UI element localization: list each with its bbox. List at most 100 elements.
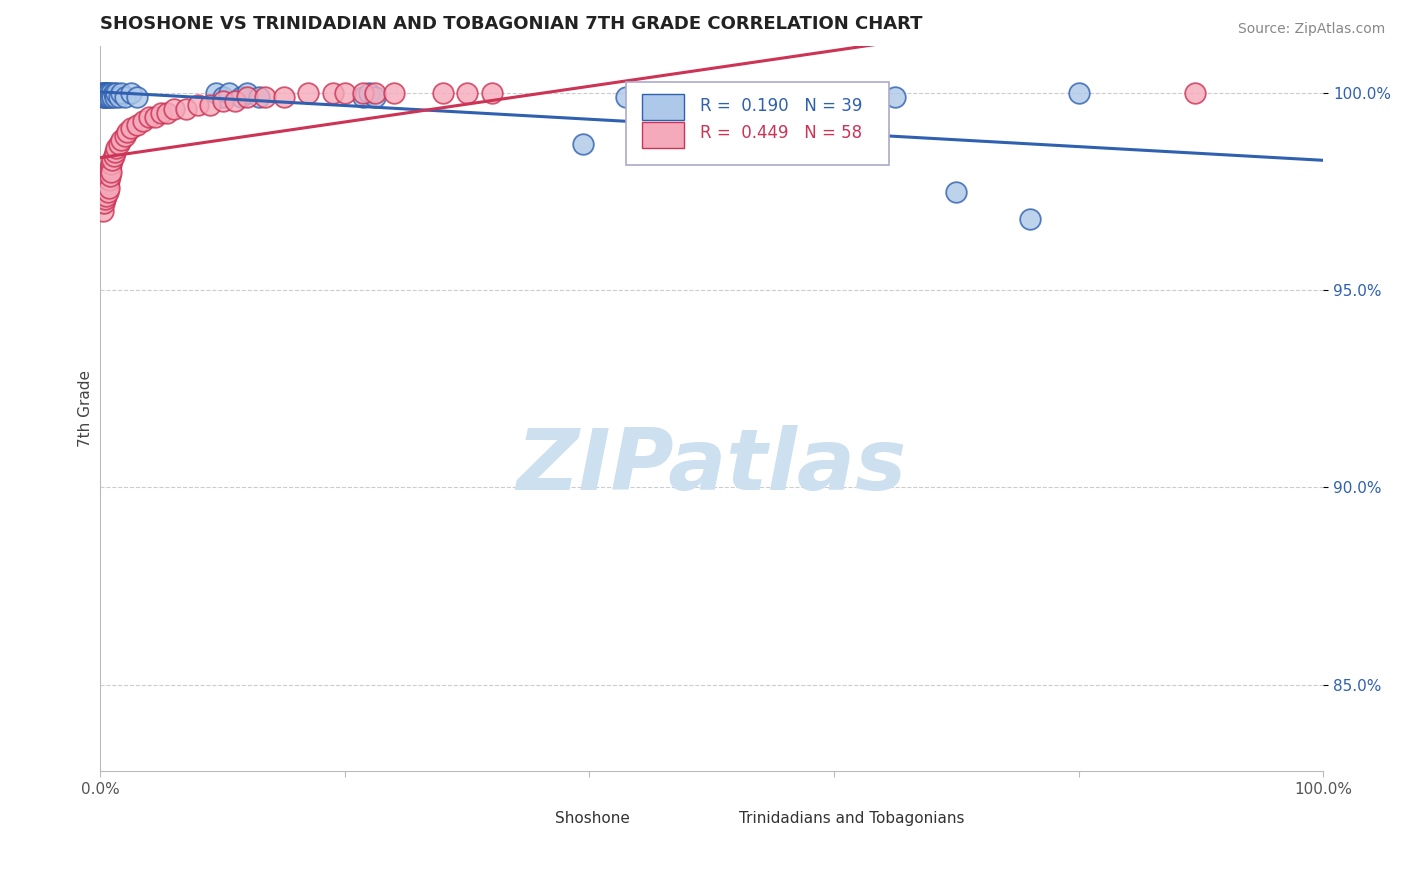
Point — [96, 173, 118, 187]
Point — [205, 86, 228, 100]
Point — [96, 177, 118, 191]
Point — [138, 110, 160, 124]
Point — [700, 90, 723, 104]
Point — [97, 86, 120, 100]
Point — [364, 86, 387, 100]
Point — [94, 86, 117, 100]
Point — [104, 145, 127, 160]
Point — [322, 86, 344, 100]
Point — [96, 180, 118, 194]
Point — [103, 86, 125, 100]
Point — [1184, 86, 1206, 100]
Point — [90, 185, 112, 199]
Point — [90, 86, 112, 100]
Y-axis label: 7th Grade: 7th Grade — [79, 370, 93, 447]
Point — [174, 102, 197, 116]
FancyBboxPatch shape — [626, 82, 889, 165]
Point — [110, 133, 132, 147]
Point — [94, 193, 117, 207]
Point — [364, 90, 387, 104]
Point — [94, 90, 117, 104]
FancyBboxPatch shape — [704, 811, 731, 827]
Point — [93, 196, 115, 211]
Point — [105, 141, 128, 155]
Point — [125, 90, 148, 104]
Point — [97, 165, 120, 179]
Point — [224, 94, 246, 108]
Point — [1018, 212, 1040, 227]
Point — [236, 86, 259, 100]
Point — [98, 169, 121, 183]
Point — [94, 177, 117, 191]
Point — [94, 185, 117, 199]
Point — [297, 86, 319, 100]
Point — [107, 137, 129, 152]
Point — [114, 129, 136, 144]
Point — [104, 90, 127, 104]
Point — [107, 90, 129, 104]
Point — [229, 90, 252, 104]
Point — [97, 173, 120, 187]
Point — [96, 86, 118, 100]
Point — [98, 161, 121, 175]
Point — [101, 90, 124, 104]
Point — [91, 204, 114, 219]
Point — [91, 90, 114, 104]
Point — [110, 86, 132, 100]
Point — [125, 118, 148, 132]
Point — [97, 180, 120, 194]
FancyBboxPatch shape — [643, 122, 683, 148]
Point — [96, 169, 118, 183]
Point — [100, 165, 122, 179]
Point — [333, 86, 356, 100]
Point — [93, 86, 115, 100]
Point — [352, 90, 374, 104]
Point — [91, 188, 114, 202]
Text: Trinidadians and Tobagonians: Trinidadians and Tobagonians — [738, 811, 965, 826]
Point — [456, 86, 478, 100]
Point — [211, 90, 233, 104]
Point — [96, 90, 118, 104]
Text: R =  0.190   N = 39: R = 0.190 N = 39 — [700, 97, 862, 115]
Point — [98, 90, 121, 104]
Point — [156, 105, 179, 120]
Text: ZIPatlas: ZIPatlas — [516, 425, 907, 508]
Point — [884, 90, 907, 104]
Point — [247, 90, 270, 104]
Point — [96, 90, 118, 104]
Point — [91, 196, 114, 211]
Point — [572, 137, 595, 152]
Point — [273, 90, 295, 104]
Point — [101, 153, 124, 167]
Point — [254, 90, 277, 104]
Point — [162, 102, 184, 116]
Point — [93, 90, 115, 104]
Point — [945, 185, 967, 199]
Point — [200, 98, 222, 112]
Point — [120, 121, 142, 136]
Text: R =  0.449   N = 58: R = 0.449 N = 58 — [700, 125, 862, 143]
FancyBboxPatch shape — [643, 95, 683, 120]
Text: Source: ZipAtlas.com: Source: ZipAtlas.com — [1237, 22, 1385, 37]
Point — [93, 180, 115, 194]
Point — [103, 149, 125, 163]
Point — [105, 86, 128, 100]
Text: SHOSHONE VS TRINIDADIAN AND TOBAGONIAN 7TH GRADE CORRELATION CHART: SHOSHONE VS TRINIDADIAN AND TOBAGONIAN 7… — [100, 15, 922, 33]
Point — [211, 94, 233, 108]
Point — [359, 86, 381, 100]
Point — [96, 86, 118, 100]
Point — [132, 113, 155, 128]
Point — [90, 193, 112, 207]
Point — [100, 157, 122, 171]
FancyBboxPatch shape — [522, 811, 548, 827]
Point — [382, 86, 405, 100]
Point — [100, 86, 122, 100]
Point — [91, 86, 114, 100]
Point — [236, 90, 259, 104]
Point — [432, 86, 454, 100]
Point — [93, 188, 115, 202]
Point — [96, 188, 118, 202]
Point — [352, 86, 374, 100]
Point — [481, 86, 503, 100]
Point — [1067, 86, 1090, 100]
